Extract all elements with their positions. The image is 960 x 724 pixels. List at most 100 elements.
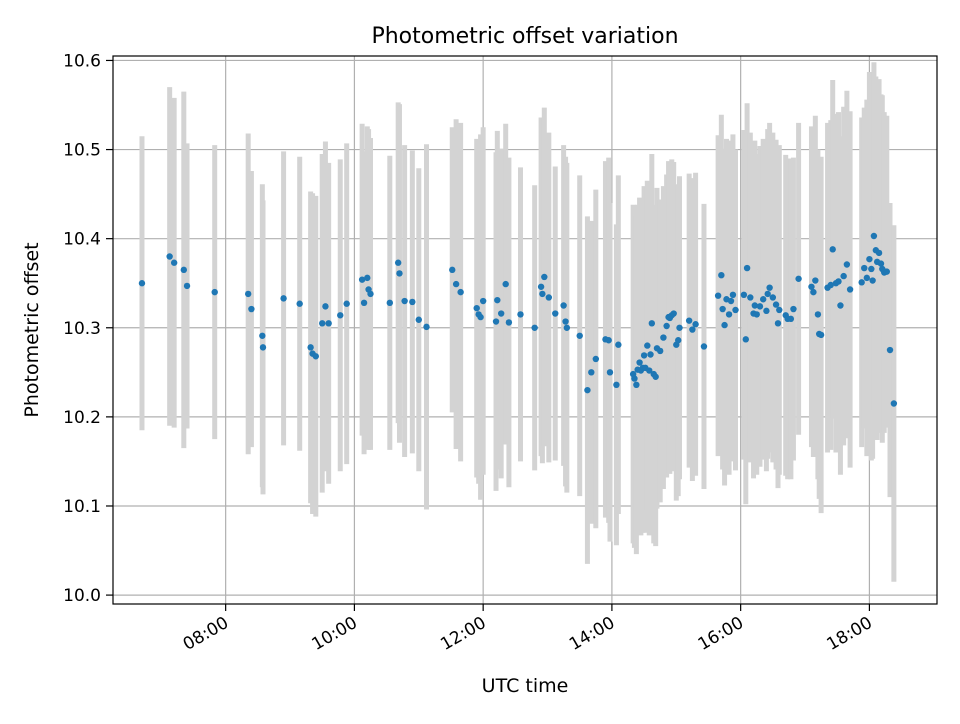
data-point <box>875 249 883 257</box>
data-point <box>835 278 842 285</box>
data-point <box>751 302 759 309</box>
data-point <box>640 352 648 359</box>
data-point <box>615 341 622 348</box>
data-point <box>795 275 802 282</box>
data-point <box>409 298 416 306</box>
data-point <box>322 303 329 310</box>
data-point <box>727 297 735 305</box>
data-point <box>401 297 408 305</box>
data-point <box>588 369 595 376</box>
x-axis-ticks: 08:00 10:00 12:00 14:00 16:00 18:00 <box>180 604 876 655</box>
data-point <box>732 306 739 314</box>
y-tick-label: 10.1 <box>63 497 101 517</box>
data-point <box>685 317 693 324</box>
data-point <box>170 259 178 266</box>
data-point <box>827 281 834 289</box>
data-point <box>756 303 764 310</box>
data-point <box>531 324 538 331</box>
data-point <box>492 318 500 325</box>
data-point <box>829 246 836 253</box>
data-point <box>576 332 583 339</box>
data-point <box>325 320 332 327</box>
data-point <box>457 288 464 296</box>
error-bars <box>139 62 897 582</box>
data-point <box>541 273 548 281</box>
data-point <box>647 351 654 358</box>
data-point <box>759 296 767 303</box>
data-point <box>166 253 173 260</box>
data-point <box>648 320 656 327</box>
data-point <box>502 280 509 288</box>
data-point <box>562 318 569 325</box>
plot-area-frame <box>112 55 938 605</box>
data-point <box>560 302 567 309</box>
data-point <box>689 326 696 333</box>
data-point <box>364 274 371 282</box>
data-point <box>537 283 545 290</box>
data-point <box>817 331 825 339</box>
y-axis-ticks: 10.0 10.1 10.2 10.3 10.4 10.5 10.6 <box>63 51 113 606</box>
data-point <box>890 400 898 407</box>
data-point <box>766 284 773 291</box>
data-point <box>660 334 667 341</box>
data-point <box>259 344 267 351</box>
data-point <box>861 264 868 272</box>
x-axis-label: UTC time <box>482 675 569 697</box>
data-point <box>719 305 726 313</box>
data-point <box>358 276 366 283</box>
data-point <box>877 260 885 267</box>
data-point <box>360 299 368 307</box>
data-point <box>423 323 430 331</box>
data-point <box>396 270 403 277</box>
data-point <box>307 344 314 351</box>
data-point <box>886 346 894 354</box>
data-point <box>675 337 682 344</box>
data-point <box>552 310 559 317</box>
data-point <box>814 311 822 318</box>
data-point <box>742 336 750 343</box>
data-point <box>774 320 782 327</box>
data-point <box>808 283 815 290</box>
data-point <box>776 306 783 314</box>
data-point <box>676 324 683 331</box>
data-point <box>386 299 394 307</box>
data-point <box>764 290 771 298</box>
data-point <box>259 332 266 339</box>
y-tick-label: 10.0 <box>63 586 101 606</box>
data-point <box>183 282 191 290</box>
data-point <box>837 302 844 309</box>
data-point <box>452 280 460 288</box>
data-point <box>180 266 188 274</box>
data-point <box>725 311 733 318</box>
data-point <box>367 290 374 298</box>
data-point <box>843 261 851 268</box>
data-point <box>494 296 501 304</box>
data-point <box>753 311 760 318</box>
data-point <box>337 312 344 319</box>
data-point <box>312 353 319 360</box>
x-tick-label: 18:00 <box>823 613 875 655</box>
data-point <box>517 311 524 318</box>
data-point <box>747 294 754 301</box>
data-point <box>605 337 612 344</box>
data-point <box>729 291 737 299</box>
data-point <box>868 265 875 273</box>
data-point <box>415 316 422 323</box>
data-point <box>870 232 878 240</box>
data-point <box>633 381 640 388</box>
data-point <box>477 313 484 321</box>
data-point <box>787 315 795 323</box>
data-point <box>644 342 651 349</box>
x-tick-label: 14:00 <box>566 613 618 655</box>
data-point <box>769 294 777 301</box>
data-point <box>497 310 505 317</box>
data-point <box>631 375 638 382</box>
x-tick-label: 16:00 <box>695 613 747 655</box>
y-tick-label: 10.5 <box>63 141 101 161</box>
data-point <box>296 300 303 307</box>
data-point <box>248 305 255 313</box>
data-point <box>539 290 546 298</box>
data-point <box>613 381 620 388</box>
